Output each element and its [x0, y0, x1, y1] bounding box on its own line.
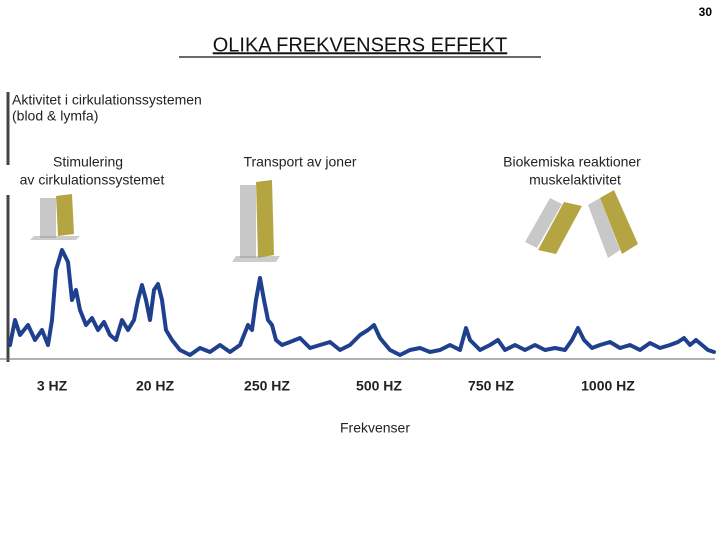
- annotation: muskelaktivitet: [529, 172, 621, 188]
- annotation: Stimulering: [53, 154, 123, 170]
- x-label: 3 HZ: [37, 378, 68, 394]
- x-label: 500 HZ: [356, 378, 402, 394]
- axis-gap: [2, 165, 14, 195]
- y-axis-label: (blod & lymfa): [12, 108, 98, 124]
- frequency-curve: [8, 248, 716, 357]
- y-axis-label: Aktivitet i cirkulationssystemen: [12, 92, 202, 108]
- x-label: 250 HZ: [244, 378, 290, 394]
- annotation: Biokemiska reaktioner: [503, 154, 641, 170]
- x-axis-label: Frekvenser: [340, 420, 410, 436]
- box-icon: [30, 194, 80, 240]
- page-number: 30: [699, 5, 713, 19]
- x-label: 750 HZ: [468, 378, 514, 394]
- slide-title: OLIKA FREKVENSERS EFFEKT: [213, 34, 508, 56]
- annotation: av cirkulationssystemet: [20, 172, 165, 188]
- box-icon: [525, 198, 582, 254]
- box-icon: [588, 190, 638, 258]
- x-label: 1000 HZ: [581, 378, 635, 394]
- x-label: 20 HZ: [136, 378, 175, 394]
- annotation: Transport av joner: [243, 154, 356, 170]
- box-icon: [232, 180, 280, 262]
